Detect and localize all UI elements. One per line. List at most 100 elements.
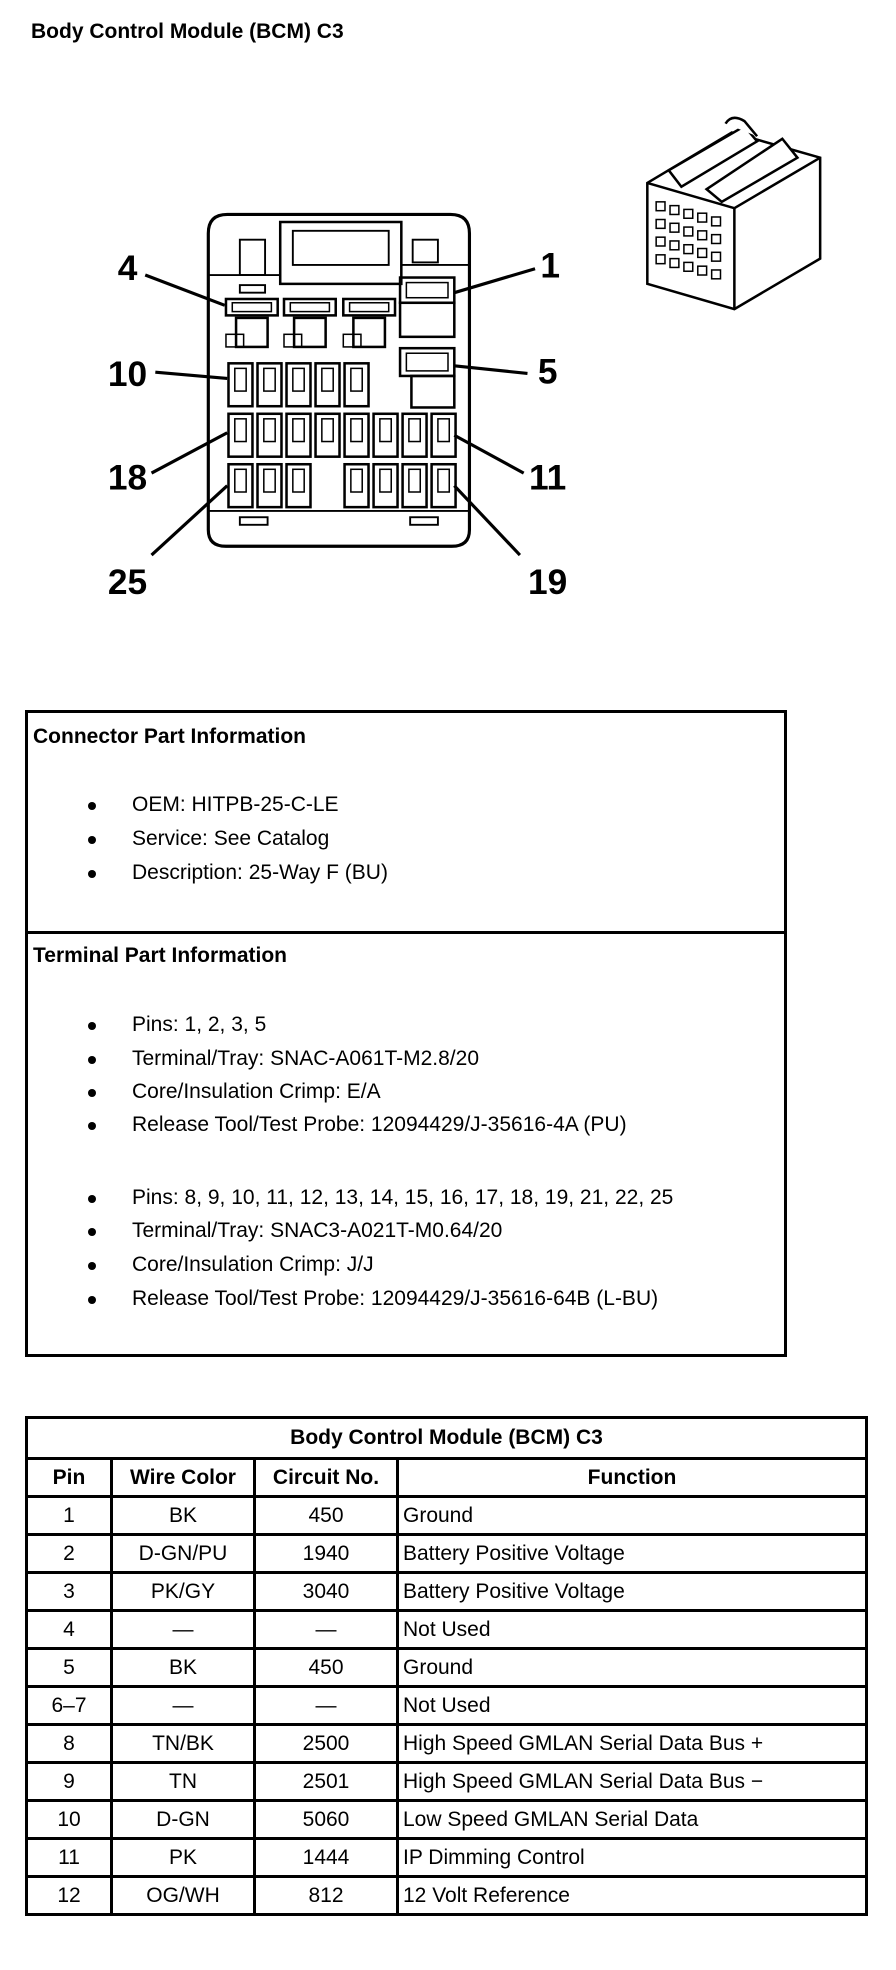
pin-cavity — [683, 243, 694, 255]
column-header: Pin — [25, 1457, 113, 1498]
list-item-text: Terminal/Tray: SNAC-A061T-M2.8/20 — [132, 1047, 480, 1070]
table-row: 11 PK 1444 IP Dimming Control — [25, 1837, 868, 1878]
pin-cavity — [350, 468, 363, 493]
pin-label: 10 — [108, 355, 147, 394]
pin-cavity — [263, 367, 276, 392]
table-cell: Ground — [396, 1495, 868, 1536]
pin-cavity — [683, 226, 694, 237]
pin-cavity — [227, 462, 254, 509]
table-cell: 10 — [25, 1799, 113, 1840]
pin-cavity — [350, 418, 363, 443]
pin-cavity — [285, 462, 312, 509]
pin-cavity — [655, 254, 666, 265]
pin-cavity — [697, 265, 708, 276]
bullet-icon — [88, 1022, 96, 1030]
pin-cavity — [437, 418, 451, 443]
pin-cavity — [408, 418, 422, 443]
column-header: Circuit No. — [253, 1457, 399, 1498]
pin-label: 5 — [538, 353, 558, 392]
pin-cavity — [348, 302, 390, 313]
pin-cavity — [234, 418, 247, 443]
table-cell: 812 — [253, 1875, 399, 1916]
table-row: 9 TN 2501 High Speed GMLAN Serial Data Bus … — [25, 1761, 868, 1802]
table-cell: 6–7 — [25, 1685, 113, 1726]
list-item-text: Release Tool/Test Probe: 12094429/J-3561… — [132, 1287, 659, 1310]
pin-cavity — [256, 462, 283, 509]
pin-cavity — [669, 257, 680, 269]
pin-cavity — [224, 297, 279, 317]
pin-cavity — [379, 468, 392, 493]
list-item-text: Description: 25-Way F (BU) — [132, 861, 388, 884]
table-row: 6–7— — Not Used — [25, 1685, 868, 1726]
pin-cavity — [285, 362, 312, 408]
list-item-text: Release Tool/Test Probe: 12094429/J-3561… — [132, 1113, 627, 1136]
pin-cavity — [669, 204, 680, 216]
table-cell: 9 — [25, 1761, 113, 1802]
pin-cavity — [401, 412, 428, 458]
pin-cavity — [314, 362, 341, 408]
table-cell: 12 — [25, 1875, 113, 1916]
pin-cavities — [224, 276, 457, 509]
pin-cavity — [343, 462, 370, 509]
bullet-icon — [88, 1262, 96, 1270]
pin-cavity — [292, 316, 327, 349]
bullet-icon — [88, 802, 96, 810]
pin-cavity — [342, 297, 397, 317]
list-item-text: Terminal/Tray: SNAC3-A021T-M0.64/20 — [132, 1219, 503, 1242]
divider — [28, 931, 784, 934]
table-cell: TN/BK — [110, 1723, 256, 1764]
pin-cavity — [225, 333, 245, 348]
pin-cavity — [227, 362, 254, 408]
table-cell: Not Used — [396, 1685, 868, 1726]
pin-cavity — [398, 276, 456, 305]
table-cell: 1444 — [253, 1837, 399, 1878]
pin-cavity — [405, 281, 449, 299]
pin-cavity — [289, 302, 331, 313]
table-cell: PK/GY — [110, 1571, 256, 1612]
pin-cavity — [430, 412, 457, 458]
pin-cavity — [263, 418, 276, 443]
pin-cavity — [710, 216, 722, 227]
table-cell: 1 — [25, 1495, 113, 1536]
table-cell: High Speed GMLAN Serial Data Bus − — [396, 1761, 868, 1802]
pin-cavity — [343, 362, 370, 408]
column-header: Function — [396, 1457, 868, 1498]
list-item-text: Pins: 1, 2, 3, 5 — [132, 1013, 267, 1036]
table-cell: TN — [110, 1761, 256, 1802]
terminal-info-heading: Terminal Part Information — [33, 944, 287, 967]
pin-label: 25 — [108, 563, 147, 602]
pin-cavity — [321, 418, 334, 443]
pin-cavity — [398, 301, 456, 339]
part-info-box: Connector Part Information OEM: HITPB-25… — [25, 710, 787, 1357]
pin-cavity — [234, 468, 247, 493]
pin-cavity — [683, 208, 694, 220]
table-cell: 3 — [25, 1571, 113, 1612]
pin-cavity — [710, 233, 722, 245]
bullet-icon — [88, 1228, 96, 1236]
pin-cavity — [342, 333, 362, 348]
table-title: Body Control Module (BCM) C3 — [25, 1416, 868, 1460]
connector-info-heading: Connector Part Information — [33, 725, 307, 748]
table-cell: 12 Volt Reference — [396, 1875, 868, 1916]
pin-cavity — [231, 302, 273, 313]
column-header: Wire Color — [110, 1457, 256, 1498]
bullet-icon — [88, 1089, 96, 1097]
table-cell: 8 — [25, 1723, 113, 1764]
pin-cavity — [292, 418, 305, 443]
bullet-icon — [88, 836, 96, 844]
table-cell: BK — [110, 1647, 256, 1688]
table-row: 10 D-GN 5060 Low Speed GMLAN Serial Data — [25, 1799, 868, 1840]
pin-label: 18 — [108, 458, 147, 497]
pin-cavity — [282, 297, 337, 317]
list-item-text: Service: See Catalog — [132, 827, 330, 850]
page-title: Body Control Module (BCM) C3 — [31, 20, 344, 43]
pin-cavity — [227, 412, 254, 458]
pin-cavity — [379, 418, 392, 443]
pin-cavity — [292, 367, 305, 392]
table-cell: 2501 — [253, 1761, 399, 1802]
bullet-icon — [88, 870, 96, 878]
pin-cavity — [352, 316, 387, 349]
table-cell: Battery Positive Voltage — [396, 1571, 868, 1612]
pin-label: 4 — [118, 249, 138, 288]
pin-cavity — [234, 316, 269, 349]
